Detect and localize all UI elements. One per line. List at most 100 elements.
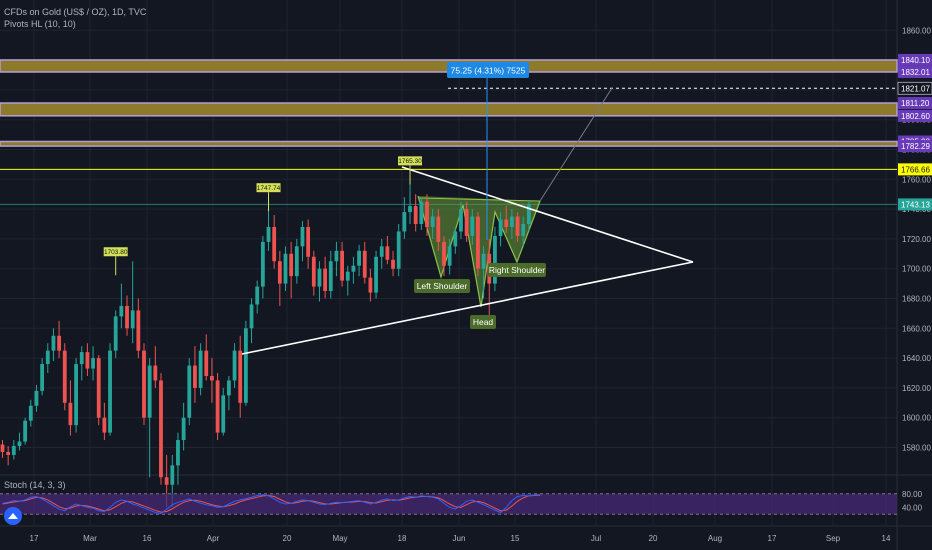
y-tick-label: 1640.00 xyxy=(902,354,931,363)
price-label-bg xyxy=(898,97,932,110)
measure-label-text: 75.25 (4.31%) 7525 xyxy=(451,66,526,76)
candle-body xyxy=(130,310,135,329)
candle-body xyxy=(277,261,282,284)
candle-body xyxy=(351,265,356,272)
price-label-bg xyxy=(898,163,932,176)
x-tick-label: 20 xyxy=(283,534,292,543)
candle-body xyxy=(227,380,231,396)
x-tick-label: Apr xyxy=(207,534,220,543)
candle-body xyxy=(402,212,407,232)
candle-body xyxy=(453,231,458,247)
price-label-bg xyxy=(897,81,932,95)
candle-body xyxy=(232,350,237,381)
candle-body xyxy=(481,253,486,269)
candle-body xyxy=(6,451,11,455)
candle-body xyxy=(334,250,339,262)
triangle-lower-trendline xyxy=(241,261,694,355)
measure-label: 75.25 (4.31%) 7525 xyxy=(447,62,529,78)
candle-body xyxy=(493,235,497,284)
price-label: 1840.10 xyxy=(901,56,930,65)
candle-body xyxy=(17,441,22,447)
y-tick-label: 1620.00 xyxy=(902,384,931,393)
candle-body xyxy=(396,231,401,269)
candle-body xyxy=(204,350,209,376)
x-tick-label: 20 xyxy=(649,534,658,543)
left-shoulder-label-bg xyxy=(414,279,470,293)
candle-body xyxy=(249,304,254,329)
candle-body xyxy=(504,219,509,227)
candle-body xyxy=(113,316,118,351)
tradingview-logo-icon[interactable] xyxy=(4,507,22,525)
price-label-bg xyxy=(898,198,932,211)
x-tick-label: Jun xyxy=(453,534,466,543)
candle-body xyxy=(391,259,395,269)
head-label: Head xyxy=(470,315,496,329)
candle-body xyxy=(374,256,378,293)
candle-body xyxy=(23,420,28,442)
candle-body xyxy=(221,395,226,433)
candle-body xyxy=(521,224,526,236)
candle-body xyxy=(408,206,412,213)
y-tick-label: 1760.00 xyxy=(902,175,931,184)
stoch-title: Stoch (14, 3, 3) xyxy=(4,480,66,490)
candle-body xyxy=(125,305,129,329)
candle-body xyxy=(243,328,248,403)
candle-body xyxy=(170,465,175,485)
y-tick-label: 1860.00 xyxy=(902,26,931,35)
candle-body xyxy=(476,216,480,269)
candle-body xyxy=(34,390,39,406)
candle-body xyxy=(187,365,192,418)
stoch-axis-label: 40.00 xyxy=(902,503,923,512)
candle-body xyxy=(498,219,503,236)
indicator-title: Pivots HL (10, 10) xyxy=(4,19,76,29)
candle-body xyxy=(357,250,361,266)
pivot-high-label-bg xyxy=(398,156,423,166)
price-label-bg xyxy=(898,53,932,66)
candle-body xyxy=(119,305,124,317)
resistance-zone-2 xyxy=(0,140,898,147)
pivot-high-label: 1765.30 xyxy=(398,158,422,165)
candle-body xyxy=(464,209,469,236)
triangle-upper-trendline xyxy=(401,166,694,263)
x-tick-label: 15 xyxy=(511,534,520,543)
candle-body xyxy=(345,271,350,281)
candle-body xyxy=(419,201,424,224)
symbol-title: CFDs on Gold (US$ / OZ), 1D, TVC xyxy=(4,7,147,17)
right-shoulder-label: Right Shoulder xyxy=(488,263,546,277)
candle-body xyxy=(142,350,146,418)
price-label: 1832.01 xyxy=(901,68,930,77)
candle-body xyxy=(159,380,163,478)
x-tick-label: Mar xyxy=(83,534,97,543)
price-label: 1766.66 xyxy=(901,165,930,174)
candle-body xyxy=(68,402,73,426)
x-tick-label: 14 xyxy=(882,534,891,543)
candle-body xyxy=(306,226,311,257)
y-tick-label: 1680.00 xyxy=(902,295,931,304)
y-tick-label: 1720.00 xyxy=(902,235,931,244)
stoch-d-line xyxy=(2,494,541,513)
stoch-band xyxy=(0,493,897,515)
candle-body xyxy=(85,352,90,369)
y-tick-label: 1600.00 xyxy=(902,414,931,423)
x-tick-label: Sep xyxy=(826,534,841,543)
candle-body xyxy=(459,209,463,232)
price-label-bg xyxy=(898,140,932,153)
candle-body xyxy=(362,250,367,278)
candle-body xyxy=(447,246,452,266)
candle-body xyxy=(510,216,514,227)
candle-body xyxy=(62,350,67,403)
candle-body xyxy=(515,216,520,236)
left-shoulder-label: Left Shoulder xyxy=(414,279,470,293)
candle-body xyxy=(164,477,169,485)
resistance-zone-1 xyxy=(0,102,898,117)
head-label-text: Head xyxy=(473,317,494,327)
candle-body xyxy=(102,417,107,433)
y-tick-label: 1660.00 xyxy=(902,324,931,333)
neckline xyxy=(417,197,541,202)
candle-body xyxy=(153,365,158,381)
right-shoulder-label-bg xyxy=(488,263,546,277)
candle-body xyxy=(198,350,203,388)
price-label: 1802.60 xyxy=(901,112,930,121)
candle-body xyxy=(425,201,429,227)
